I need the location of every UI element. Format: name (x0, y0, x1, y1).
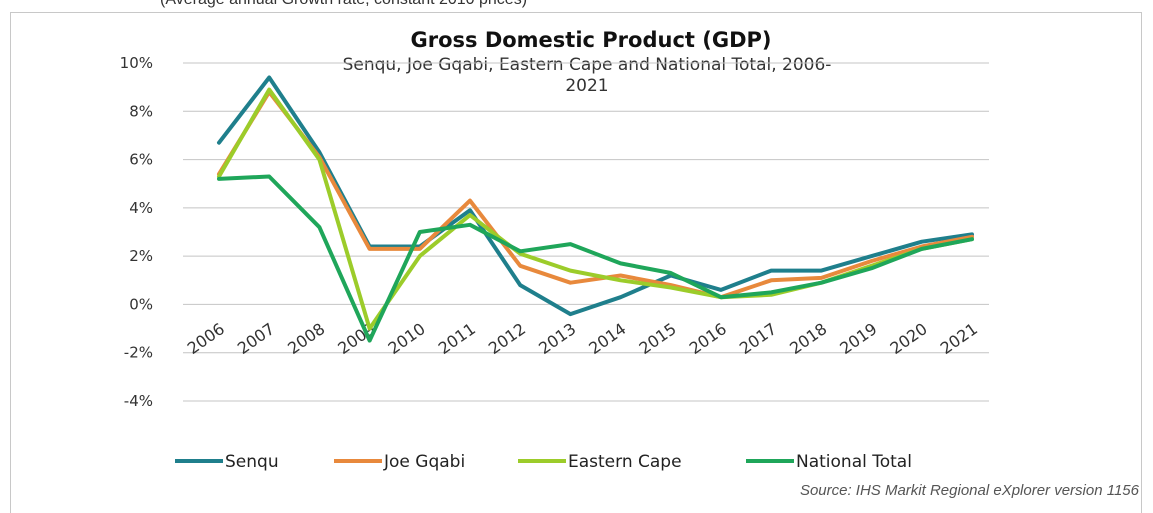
series-lines (217, 75, 974, 343)
x-tick-label: 2014 (585, 319, 629, 358)
x-tick-label: 2015 (636, 319, 680, 358)
legend-item-national-total: National Total (746, 452, 912, 472)
legend-label: National Total (796, 452, 912, 472)
chart-subtitle-line-1: Senqu, Joe Gqabi, Eastern Cape and Natio… (343, 55, 832, 75)
x-tick-label: 2013 (535, 319, 579, 358)
legend-item-senqu: Senqu (175, 452, 279, 472)
y-tick-label: -2% (124, 344, 153, 362)
chart-subtitle-line-2: 2021 (565, 76, 608, 96)
legend-label: Eastern Cape (568, 452, 682, 472)
y-tick-label: 2% (129, 247, 153, 265)
y-axis-ticks: -4% -2% 0% 2% 4% 6% 8% 10% (120, 54, 153, 410)
x-tick-label: 2012 (485, 319, 529, 358)
x-tick-label: 2017 (736, 319, 780, 358)
x-tick-label: 2020 (887, 319, 931, 358)
x-tick-label: 2008 (284, 319, 328, 358)
x-tick-label: 2007 (234, 319, 278, 358)
x-tick-label: 2010 (385, 319, 429, 358)
legend-item-eastern-cape: Eastern Cape (518, 452, 682, 472)
y-tick-label: 8% (129, 102, 153, 120)
chart-caption: (Average annual Growth rate, constant 20… (160, 0, 760, 13)
y-tick-label: -4% (124, 392, 153, 410)
series-line-joe-gqabi (217, 90, 974, 300)
legend-label: Joe Gqabi (383, 452, 465, 472)
legend: Senqu Joe Gqabi Eastern Cape National Total (175, 452, 912, 472)
y-tick-label: 0% (129, 295, 153, 313)
series-line-eastern-cape (217, 87, 974, 331)
y-tick-label: 6% (129, 151, 153, 169)
x-tick-label: 2019 (836, 319, 880, 358)
legend-item-joe-gqabi: Joe Gqabi (334, 452, 465, 472)
chart-title: Gross Domestic Product (GDP) (410, 28, 771, 52)
x-tick-label: 2011 (435, 319, 479, 358)
source-note: Source: IHS Markit Regional eXplorer ver… (799, 482, 1139, 499)
x-tick-label: 2021 (937, 319, 981, 358)
x-tick-label: 2006 (184, 319, 228, 358)
x-tick-label: 2018 (786, 319, 830, 358)
y-tick-label: 4% (129, 199, 153, 217)
legend-label: Senqu (225, 452, 279, 472)
x-axis-ticks: 2006 2007 2008 2009 2010 2011 2012 2013 2014 2015… (184, 319, 981, 358)
chart-frame: Gross Domestic Product (GDP) Senqu, Joe … (10, 12, 1142, 513)
x-tick-label: 2016 (686, 319, 730, 358)
series-line-national-total (217, 174, 974, 343)
gdp-line-chart: Gross Domestic Product (GDP) Senqu, Joe … (120, 28, 989, 472)
y-tick-label: 10% (120, 54, 153, 72)
